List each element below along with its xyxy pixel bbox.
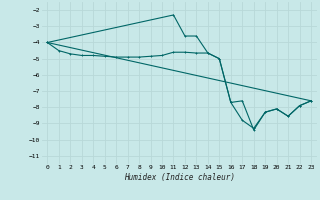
X-axis label: Humidex (Indice chaleur): Humidex (Indice chaleur) (124, 173, 235, 182)
